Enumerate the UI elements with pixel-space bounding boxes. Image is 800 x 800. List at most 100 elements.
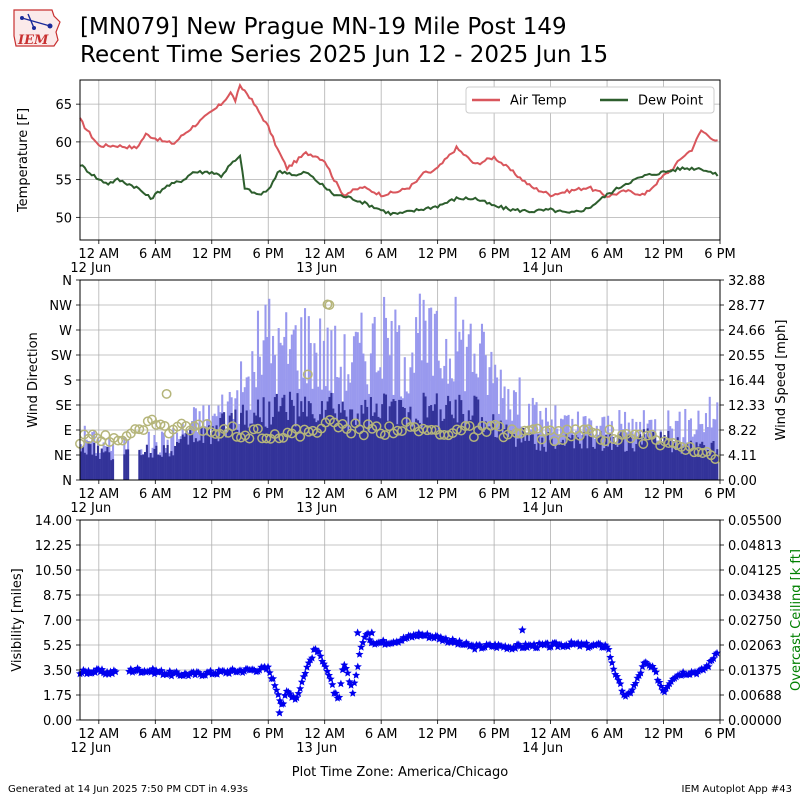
visibility-marker — [84, 666, 93, 675]
wind-speed-bar — [561, 439, 564, 480]
visibility-marker — [111, 667, 120, 676]
temp-frame — [79, 79, 721, 241]
wind-speed-bar — [174, 445, 177, 480]
wind-speed-bar — [298, 416, 301, 480]
wind-speed-bar — [492, 414, 495, 480]
wind-speed-bar — [716, 449, 719, 480]
wind-speed-bar — [209, 444, 212, 480]
wind-gust-bar — [160, 431, 164, 480]
wind-speed-bar — [420, 427, 423, 480]
legend-label-dew-point: Dew Point — [638, 94, 703, 109]
temp-xtick-label: 12 PM — [418, 247, 458, 262]
wind-gust-bar — [708, 396, 711, 480]
chart-title-line-2: Recent Time Series 2025 Jun 12 - 2025 Ju… — [80, 42, 609, 68]
wind-speed-bar — [659, 432, 662, 480]
wind-speed-bar — [416, 420, 420, 480]
wind-speed-bar — [170, 451, 173, 480]
wind-speed-bar — [640, 444, 644, 480]
wind-speed-bar — [253, 412, 256, 480]
wind-gust-bar — [415, 317, 418, 480]
vis-ytick-label: 5.25 — [43, 639, 72, 654]
visibility-marker — [279, 699, 288, 708]
vis-xtick-label: 12 AM — [530, 727, 571, 742]
wind-speed-bar — [590, 436, 593, 480]
wind-speed-bar — [554, 448, 557, 480]
wind-speed-bar — [496, 437, 499, 480]
wind-speed-bar — [584, 435, 587, 480]
wind-speed-bar — [304, 396, 307, 480]
vis-xtick-label: 12 PM — [418, 727, 458, 742]
wind-gust-bar — [430, 307, 433, 480]
visibility-marker — [264, 662, 272, 671]
wind-speed-bar — [644, 440, 647, 480]
wind-ytick-label: N — [62, 474, 72, 489]
wind-xtick-label: 12 AM — [530, 487, 571, 502]
wind-speed-bar — [379, 418, 382, 480]
wind-speed-bar — [160, 456, 164, 480]
wind-speed-bar — [238, 433, 241, 480]
wind-ytick-label: NW — [49, 299, 72, 314]
wind-direction-marker — [396, 426, 407, 437]
vis-date-label: 12 Jun — [70, 741, 111, 756]
wind-speed-bar — [228, 415, 231, 480]
wind-speed-bar — [219, 417, 222, 480]
vis-y2tick-label: 0.02750 — [728, 614, 782, 629]
generated-note: Generated at 14 Jun 2025 7:50 PM CDT in … — [8, 784, 249, 795]
visibility-marker — [367, 628, 376, 637]
temp-ylabel: Temperature [F] — [16, 108, 31, 213]
wind-direction-marker — [302, 369, 313, 380]
wind-speed-bar — [232, 429, 235, 480]
wind-speed-bar — [110, 460, 113, 480]
wind-speed-bar — [663, 435, 666, 480]
wind-gust-bar — [482, 331, 485, 480]
wind-speed-bar — [368, 430, 371, 480]
wind-xtick-label: 6 PM — [704, 487, 735, 502]
visibility-marker — [348, 689, 357, 697]
wind-speed-bar — [307, 401, 310, 480]
wind-speed-bar — [592, 446, 595, 480]
wind-speed-bar — [396, 424, 399, 480]
visibility-marker — [609, 665, 618, 673]
vis-ytick-label: 10.50 — [35, 564, 72, 579]
wind-speed-bar — [283, 394, 286, 480]
wind-speed-bar — [187, 444, 190, 480]
wind-direction-marker — [638, 439, 649, 449]
wind-speed-bar — [642, 429, 645, 480]
vis-y2tick-label: 0.02063 — [728, 639, 782, 654]
wind-xtick-label: 6 AM — [139, 487, 172, 502]
wind-speed-bar — [211, 426, 214, 480]
wind-gust-bar — [488, 367, 491, 480]
wind-speed-bar — [83, 452, 86, 480]
wind-speed-bar — [458, 394, 461, 480]
wind-speed-bar — [127, 449, 130, 480]
vis-date-label: 13 Jun — [296, 741, 337, 756]
visibility-marker — [335, 693, 344, 701]
wind-speed-bar — [272, 416, 275, 480]
vis-xtick-label: 6 PM — [478, 727, 509, 742]
wind-speed-bar — [560, 442, 563, 480]
wind-speed-bar — [251, 423, 254, 480]
wind-speed-bar — [328, 396, 331, 480]
wind-speed-bar — [326, 401, 329, 480]
temp-xtick-label: 12 AM — [78, 247, 119, 262]
wind-direction-marker — [210, 428, 221, 439]
visibility-marker — [314, 647, 323, 656]
wind-speed-bar — [627, 435, 630, 480]
vis-ytick-label: 1.75 — [43, 689, 72, 704]
wind-y2tick-label: 16.44 — [728, 374, 765, 389]
temp-xtick-label: 12 AM — [530, 247, 571, 262]
wind-y2tick-label: 12.33 — [728, 399, 765, 414]
wind-ytick-label: W — [59, 324, 72, 339]
wind-speed-bar — [147, 457, 150, 480]
chart-title-line-1: [MN079] New Prague MN-19 Mile Post 149 — [80, 14, 567, 40]
wind-direction-marker — [426, 424, 437, 435]
wind-speed-bar — [706, 450, 709, 480]
wind-speed-bar — [563, 445, 566, 480]
wind-speed-bar — [535, 449, 538, 480]
wind-direction-marker — [274, 433, 285, 444]
wind-speed-bar — [415, 418, 418, 480]
visibility-marker — [709, 654, 718, 663]
visibility-marker — [547, 642, 555, 651]
wind-speed-bar — [479, 428, 482, 480]
wind-gust-bar — [352, 336, 356, 480]
